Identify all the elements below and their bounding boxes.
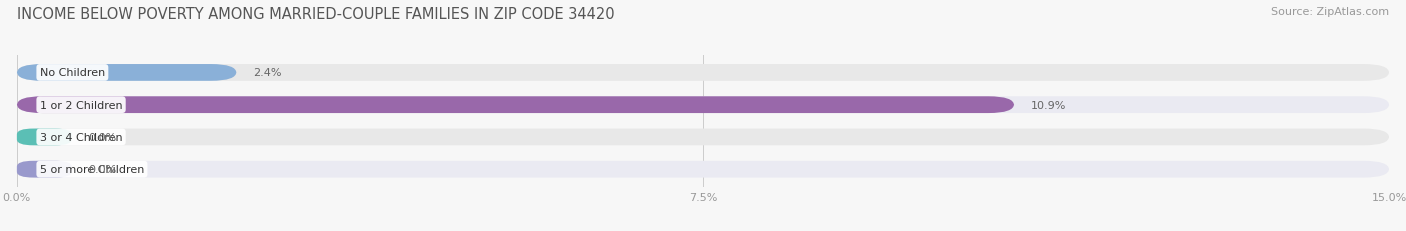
FancyBboxPatch shape xyxy=(17,129,72,146)
FancyBboxPatch shape xyxy=(17,65,236,82)
FancyBboxPatch shape xyxy=(17,161,72,178)
FancyBboxPatch shape xyxy=(17,65,1389,82)
Text: Source: ZipAtlas.com: Source: ZipAtlas.com xyxy=(1271,7,1389,17)
FancyBboxPatch shape xyxy=(17,97,1014,114)
Text: INCOME BELOW POVERTY AMONG MARRIED-COUPLE FAMILIES IN ZIP CODE 34420: INCOME BELOW POVERTY AMONG MARRIED-COUPL… xyxy=(17,7,614,22)
FancyBboxPatch shape xyxy=(17,161,1389,178)
Text: No Children: No Children xyxy=(39,68,105,78)
Text: 2.4%: 2.4% xyxy=(253,68,281,78)
Text: 1 or 2 Children: 1 or 2 Children xyxy=(39,100,122,110)
Text: 10.9%: 10.9% xyxy=(1031,100,1066,110)
FancyBboxPatch shape xyxy=(17,129,1389,146)
Text: 0.0%: 0.0% xyxy=(89,132,117,142)
Text: 3 or 4 Children: 3 or 4 Children xyxy=(39,132,122,142)
Text: 0.0%: 0.0% xyxy=(89,164,117,174)
Text: 5 or more Children: 5 or more Children xyxy=(39,164,145,174)
FancyBboxPatch shape xyxy=(17,97,1389,114)
